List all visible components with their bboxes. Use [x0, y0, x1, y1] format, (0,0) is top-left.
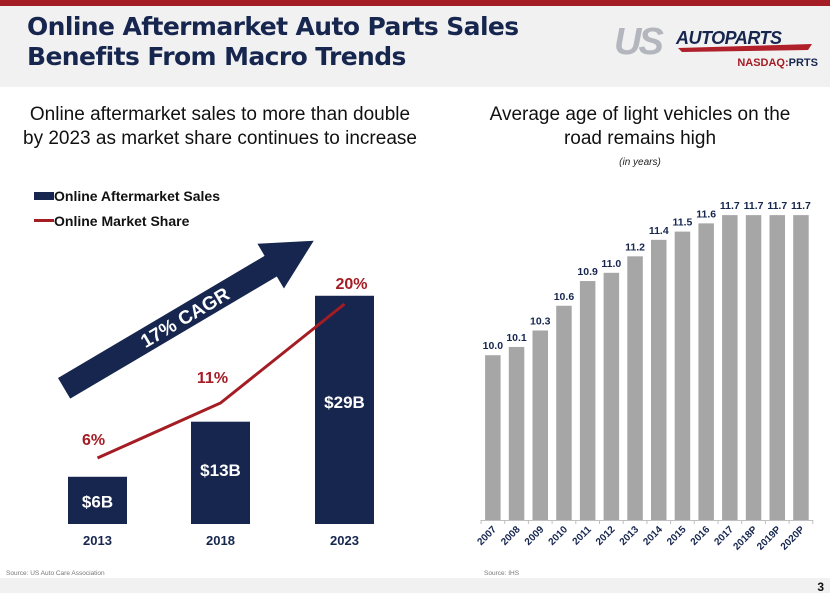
vehicle-age-category-label: 2010: [547, 524, 571, 548]
footer-band: [0, 578, 830, 593]
vehicle-age-value-label: 11.7: [720, 200, 740, 212]
vehicle-age-value-label: 10.1: [506, 332, 527, 344]
left-source-note: Source: US Auto Care Association: [6, 570, 105, 577]
vehicle-age-value-label: 11.5: [673, 217, 693, 229]
sales-category-label: 2013: [83, 533, 112, 548]
vehicle-age-category-label: 2019P: [755, 524, 783, 552]
vehicle-age-bar: [746, 215, 762, 520]
right-source-note: Source: IHS: [484, 570, 519, 577]
vehicle-age-bar: [675, 232, 691, 520]
sales-chart: 17% CAGR $6B 2013 $13B 2018 $29B 2023 6% 11% 20%: [51, 218, 374, 548]
vehicle-age-category-label: 2016: [689, 524, 713, 548]
vehicle-age-bar: [770, 215, 786, 520]
vehicle-age-value-label: 10.0: [483, 340, 504, 352]
cagr-label: 17% CAGR: [137, 284, 233, 353]
vehicle-age-value-label: 11.7: [767, 200, 787, 212]
vehicle-age-value-label: 11.0: [601, 258, 621, 270]
sales-category-label: 2018: [206, 533, 235, 548]
vehicle-age-bar: [580, 281, 596, 520]
sales-category-label: 2023: [330, 533, 359, 548]
vehicle-age-category-label: 2008: [499, 524, 523, 548]
sales-bar-label: $6B: [82, 492, 113, 511]
sales-bar-label: $13B: [200, 461, 241, 480]
vehicle-age-bar: [698, 223, 714, 520]
vehicle-age-bar: [793, 215, 809, 520]
vehicle-age-bar: [604, 273, 620, 520]
vehicle-age-category-label: 2015: [665, 524, 689, 548]
vehicle-age-bar: [651, 240, 667, 520]
vehicle-age-category-label: 2013: [618, 524, 642, 548]
market-share-label: 20%: [335, 276, 367, 293]
vehicle-age-value-label: 11.7: [791, 200, 811, 212]
page-number: 3: [817, 580, 824, 594]
vehicle-age-value-label: 10.6: [554, 291, 575, 303]
vehicle-age-category-label: 2007: [475, 524, 499, 548]
vehicle-age-category-label: 2020P: [779, 524, 807, 552]
vehicle-age-category-label: 2012: [594, 524, 618, 548]
vehicle-age-value-label: 11.6: [696, 208, 716, 220]
cagr-arrow: 17% CAGR: [51, 218, 327, 410]
vehicle-age-category-label: 2009: [523, 524, 547, 548]
market-share-label: 11%: [197, 370, 228, 387]
vehicle-age-bar: [627, 256, 643, 520]
vehicle-age-value-label: 10.3: [530, 315, 551, 327]
vehicle-age-bar: [556, 306, 572, 520]
vehicle-age-bar: [722, 215, 738, 520]
vehicle-age-category-label: 2014: [641, 524, 665, 548]
sales-bar-label: $29B: [324, 393, 365, 412]
vehicle-age-value-label: 11.4: [649, 225, 669, 237]
vehicle-age-bar: [485, 355, 501, 520]
market-share-label: 6%: [82, 432, 105, 449]
vehicle-age-value-label: 11.2: [625, 241, 645, 253]
vehicle-age-category-label: 2018P: [731, 524, 759, 552]
vehicle-age-value-label: 10.9: [577, 266, 598, 278]
vehicle-age-bar: [533, 330, 549, 520]
vehicle-age-category-label: 2011: [571, 524, 594, 547]
vehicle-age-chart: 10.0 2007 10.1 2008 10.3 2009 10.6 2010 10.9 2011…: [475, 200, 812, 552]
vehicle-age-bar: [509, 347, 525, 520]
vehicle-age-value-label: 11.7: [744, 200, 764, 212]
